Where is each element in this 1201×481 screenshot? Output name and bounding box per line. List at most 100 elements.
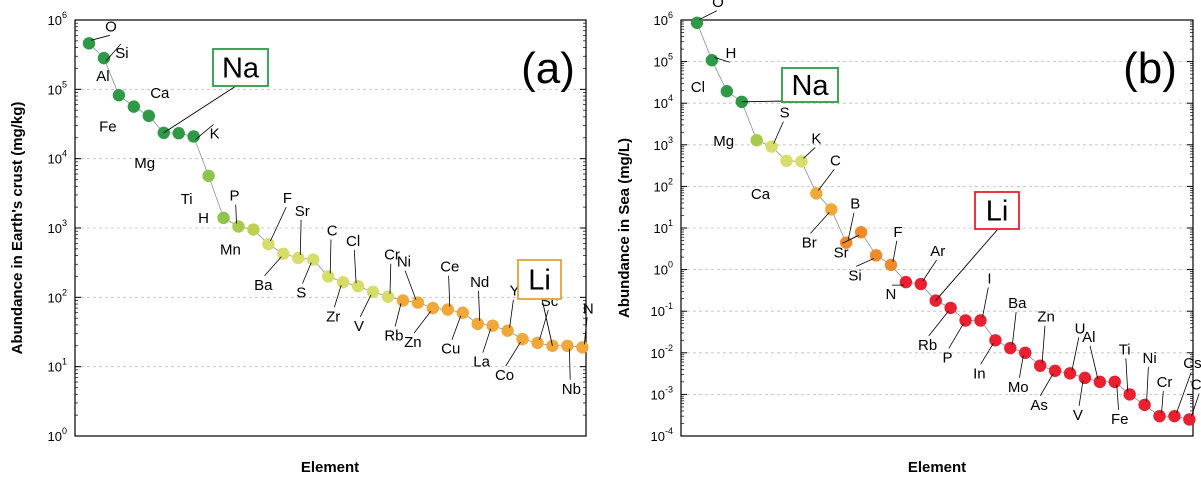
label-leader-line: [818, 169, 835, 191]
point-label-si: Si: [848, 267, 861, 284]
y-tick-label-exp: 6: [62, 10, 67, 20]
data-point-cr: [381, 290, 395, 303]
data-point-cl: [720, 85, 734, 98]
y-tick-label-base: 10: [654, 96, 668, 111]
data-point-sr: [292, 251, 305, 265]
point-label-nd: Nd: [470, 274, 489, 291]
label-leader-line: [1071, 337, 1080, 371]
y-axis-label-a: Abundance in Earth's crust (mg/kg): [9, 102, 26, 355]
label-leader-line: [922, 259, 937, 282]
point-label-sr: Sr: [834, 244, 849, 261]
label-leader-line: [478, 290, 481, 321]
data-point-f: [262, 237, 275, 251]
point-label-p: P: [943, 349, 953, 366]
label-leader-line: [810, 212, 830, 234]
data-point-al: [112, 88, 126, 102]
label-leader-line: [1125, 358, 1129, 392]
label-leader-line: [1039, 373, 1054, 396]
data-point-mg: [172, 126, 185, 140]
y-tick-label-base: 10: [651, 304, 665, 319]
point-label-ca: Ca: [751, 186, 771, 203]
label-leader-line: [413, 310, 432, 334]
label-leader-line: [1011, 312, 1017, 346]
y-tick-label-exp: 6: [668, 10, 673, 20]
panel-label-b: (b): [1123, 44, 1177, 93]
highlight-box-li: [974, 191, 1020, 230]
point-label-sr: Sr: [295, 203, 310, 220]
y-tick-label: 10-3: [651, 384, 673, 402]
data-point-k: [795, 155, 808, 168]
point-label-h: H: [725, 45, 736, 62]
y-tick-label: 101: [48, 357, 67, 375]
data-point-y: [501, 324, 514, 337]
data-point-ni: [411, 296, 425, 309]
point-label-ba: Ba: [1008, 295, 1027, 312]
label-leader-line: [505, 341, 521, 367]
data-point-ba: [1004, 341, 1017, 355]
y-tick-label-exp: 5: [668, 52, 673, 62]
y-tick-label: 106: [48, 10, 67, 28]
data-point-rb: [944, 301, 957, 315]
y-tick-label-base: 10: [48, 13, 62, 28]
label-leader-line: [980, 343, 994, 365]
label-leader-line: [1161, 391, 1164, 414]
highlight-label-na: Na: [791, 70, 829, 102]
point-label-b: B: [850, 196, 860, 213]
highlight-leader-li: [935, 228, 999, 301]
data-point-c: [810, 187, 823, 200]
data-point-o: [82, 37, 96, 50]
y-tick-label-base: 10: [654, 55, 668, 70]
label-leader-line: [482, 328, 492, 353]
data-point-in: [989, 334, 1002, 347]
label-leader-line: [842, 234, 860, 244]
point-label-ni: Ni: [1143, 350, 1157, 367]
point-label-cs: Cs: [1183, 355, 1201, 372]
label-leader-line: [394, 303, 402, 327]
data-point-ca: [780, 154, 793, 168]
y-tick-label-base: 10: [48, 152, 62, 167]
y-tick-label-exp: -3: [665, 384, 673, 394]
y-tick-label-exp: 0: [62, 426, 67, 436]
label-leader-line: [1146, 366, 1149, 402]
point-label-n: N: [885, 286, 896, 303]
y-tick-label: 103: [654, 135, 673, 153]
series-line: [88, 42, 583, 348]
point-label-br: Br: [802, 234, 817, 251]
label-leader-line: [583, 317, 588, 345]
y-tick-label-exp: 4: [62, 149, 67, 159]
y-tick-label-exp: 2: [668, 176, 673, 186]
data-point-fe: [127, 100, 141, 113]
point-label-al: Al: [96, 68, 109, 85]
data-point-nd: [471, 317, 484, 331]
highlight-box-li: [517, 259, 562, 300]
data-point-rb: [396, 294, 410, 307]
data-point-v: [1078, 371, 1092, 385]
data-point-zr: [336, 276, 350, 289]
highlight-label-na: Na: [222, 53, 260, 85]
y-tick-label-exp: 1: [62, 357, 67, 367]
point-label-mg: Mg: [134, 155, 155, 172]
point-label-f: F: [893, 224, 902, 241]
point-label-ni: Ni: [397, 254, 411, 271]
data-point-zn: [426, 301, 440, 315]
y-tick-label: 104: [654, 93, 673, 111]
connector-lines-a: [88, 42, 583, 348]
data-point-ba: [277, 247, 290, 260]
y-tick-label-base: 10: [48, 360, 62, 375]
data-point-mg: [750, 133, 763, 147]
y-tick-label-base: 10: [48, 82, 62, 97]
data-point-s: [307, 253, 320, 266]
data-point-cs: [1168, 409, 1181, 423]
point-label-c: C: [327, 222, 338, 239]
point-label-ba: Ba: [254, 277, 273, 294]
data-point-si: [97, 51, 111, 65]
data-point-k: [187, 130, 200, 143]
data-point-fe: [1108, 375, 1121, 389]
label-leader-line: [302, 262, 312, 284]
y-tick-label: 106: [654, 10, 673, 28]
y-tick-label-exp: -2: [665, 343, 673, 353]
